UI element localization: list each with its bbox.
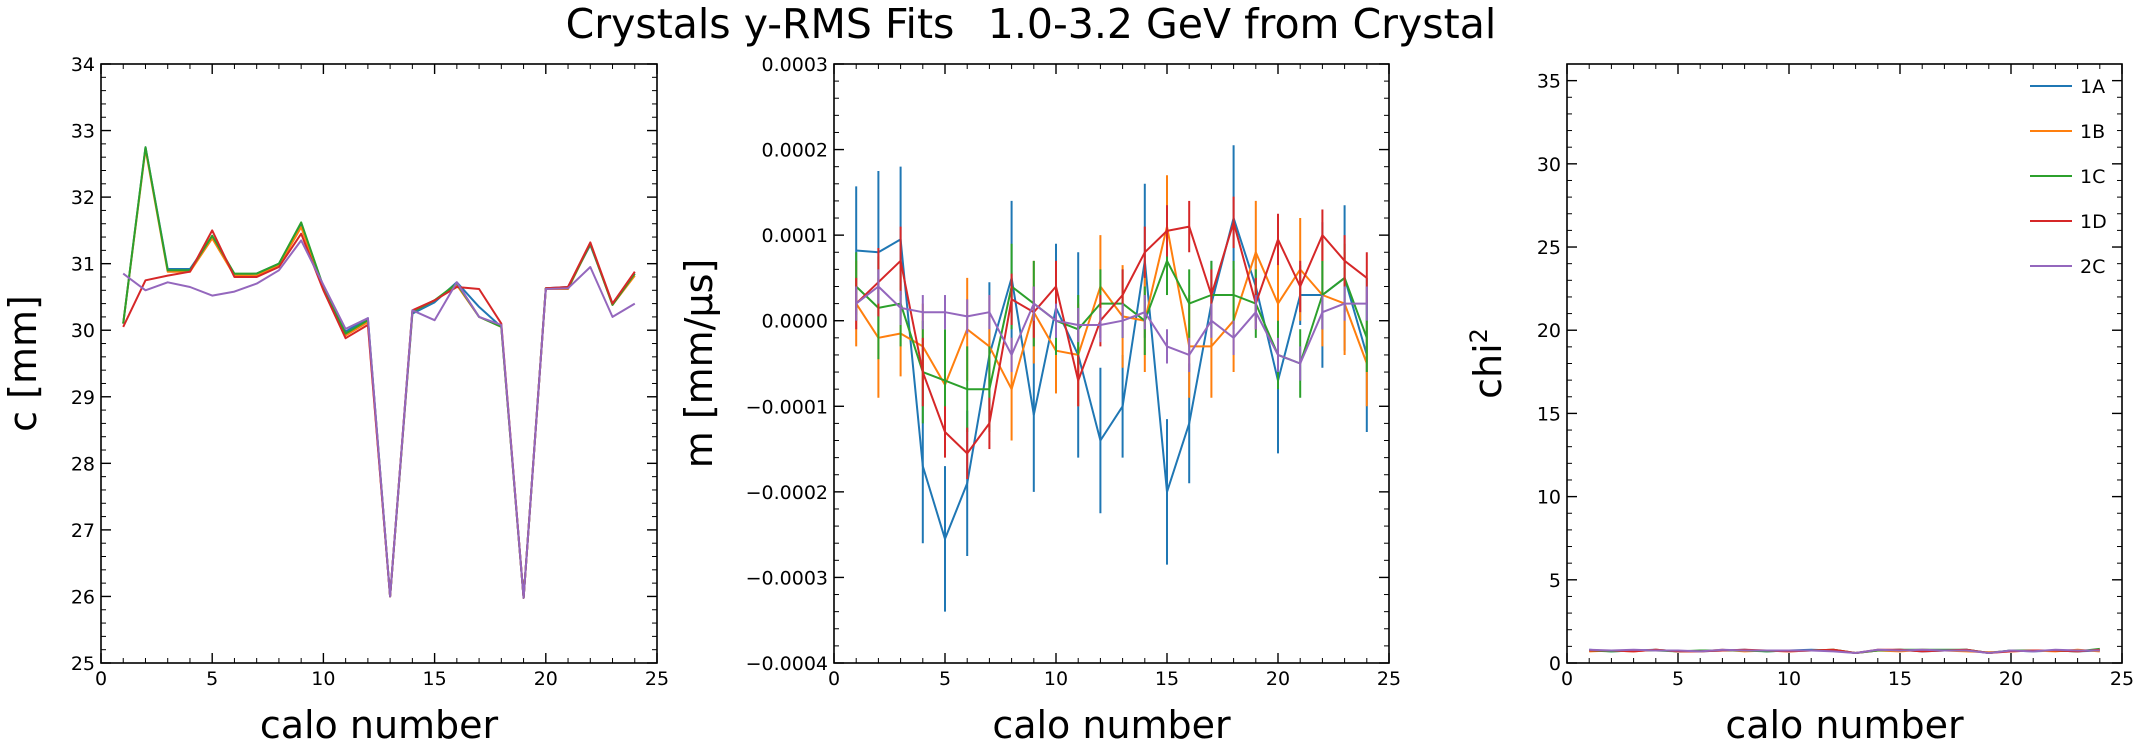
x-tick-label: 10	[311, 668, 335, 690]
y-tick-label: 32	[71, 187, 95, 209]
plot-frame	[833, 63, 1390, 664]
y-tick-label: 20	[1537, 320, 1561, 342]
chart-panel-1: 0 5 10 15 20 25 25 26 27 28 29 30 31 32 33 34 calo numbe…	[1, 54, 669, 747]
series-2C	[122, 239, 636, 599]
x-tick-label: 0	[95, 668, 107, 690]
chart-panel-2: 0 5 10 15 20 25 −0.0004 −0.0003 −0.0002 −0.0001 0.…	[677, 54, 1401, 747]
y-tick-label: 0.0002	[762, 140, 828, 162]
legend-label-2C: 2C	[2080, 256, 2105, 278]
series-line-1A	[122, 146, 636, 599]
y-tick-label: 35	[1537, 71, 1561, 93]
x-tick-label: 0	[828, 668, 840, 690]
x-tick-label: 20	[534, 668, 558, 690]
series-line-1C	[855, 259, 1368, 391]
y-tick-label: 28	[71, 453, 95, 475]
y-tick-label: 34	[71, 54, 95, 76]
y-tick-label: 5	[1549, 570, 1561, 592]
series-line-2C	[1589, 648, 2100, 654]
y-axis-label-text: m [mm/µs]	[677, 259, 721, 469]
x-tick-label: 25	[645, 668, 669, 690]
y-tick-label: −0.0003	[746, 567, 828, 589]
y-tick-label: 15	[1537, 403, 1561, 425]
series-2C	[1589, 648, 2100, 654]
legend-label-1B: 1B	[2080, 121, 2105, 143]
legend: 1A 1B 1C 1D 2C	[2030, 76, 2107, 278]
x-tick-label: 20	[1266, 668, 1290, 690]
x-tick-label: 5	[206, 668, 218, 690]
x-tick-label: 0	[1561, 668, 1573, 690]
y-tick-label: 0.0003	[762, 54, 828, 76]
series-1B	[122, 148, 636, 599]
y-tick-label: −0.0002	[746, 482, 828, 504]
y-tick-label: 0.0001	[762, 225, 828, 247]
plot-frame	[1566, 63, 2123, 664]
x-tick-label: 15	[1888, 668, 1912, 690]
series-line-1D	[855, 221, 1368, 455]
x-tick-label: 15	[1155, 668, 1179, 690]
x-axis-label: calo number	[1725, 703, 1964, 747]
legend-label-1C: 1C	[2080, 166, 2105, 188]
legend-label-1A: 1A	[2080, 76, 2105, 98]
y-tick-label: 33	[71, 121, 95, 143]
y-tick-label: −0.0004	[746, 653, 828, 675]
y-tick-label: 27	[71, 520, 95, 542]
x-tick-label: 5	[939, 668, 951, 690]
y-tick-label: 29	[71, 387, 95, 409]
x-tick-label: 10	[1044, 668, 1068, 690]
y-axis-label: m [mm/µs]	[677, 259, 721, 469]
x-tick-label: 25	[2110, 668, 2134, 690]
y-tick-label: 10	[1537, 487, 1561, 509]
series-1A	[122, 146, 636, 599]
figure-title-left: Crystals y-RMS Fits	[566, 0, 955, 48]
y-axis-label-text: c [mm]	[1, 295, 45, 432]
y-tick-label: 30	[1537, 154, 1561, 176]
series-1D	[855, 196, 1368, 480]
legend-label-1D: 1D	[2080, 211, 2107, 233]
series-line-1B	[122, 148, 636, 599]
y-axis-label: chi2	[1465, 328, 1510, 399]
y-tick-label: 30	[71, 320, 95, 342]
y-tick-label: 0	[1549, 653, 1561, 675]
series-1C	[122, 146, 636, 599]
y-tick-label: 25	[1537, 237, 1561, 259]
x-tick-label: 10	[1777, 668, 1801, 690]
y-tick-label: 26	[71, 586, 95, 608]
x-tick-label: 25	[1377, 668, 1401, 690]
figure-title-right: 1.0-3.2 GeV from Crystal	[988, 0, 1496, 48]
x-tick-label: 20	[1999, 668, 2023, 690]
y-tick-label: 25	[71, 653, 95, 675]
y-tick-label: 0.0000	[762, 311, 828, 333]
series-line-1A	[856, 217, 1368, 540]
chart-panel-3: 0 5 10 15 20 25 0 5 10 15 20 25 30 35 calo number chi2 1…	[1465, 63, 2134, 747]
x-axis-label: calo number	[992, 703, 1231, 747]
series-line-2C	[122, 239, 636, 599]
series-line-2C	[855, 285, 1367, 365]
y-axis-label: c [mm]	[1, 295, 45, 432]
series-line-1C	[122, 146, 636, 599]
y-tick-label: −0.0001	[746, 396, 828, 418]
series-2C	[855, 269, 1368, 381]
x-tick-label: 15	[423, 668, 447, 690]
x-axis-label: calo number	[260, 703, 499, 747]
plot-frame	[100, 63, 658, 664]
series-line-1D	[122, 229, 636, 599]
y-axis-label-superscript: 2	[1465, 328, 1493, 343]
y-axis-label-text: chi	[1466, 343, 1510, 399]
series-1A	[855, 145, 1368, 612]
y-tick-label: 31	[71, 254, 95, 276]
series-1D	[122, 229, 636, 599]
x-tick-label: 5	[1672, 668, 1684, 690]
